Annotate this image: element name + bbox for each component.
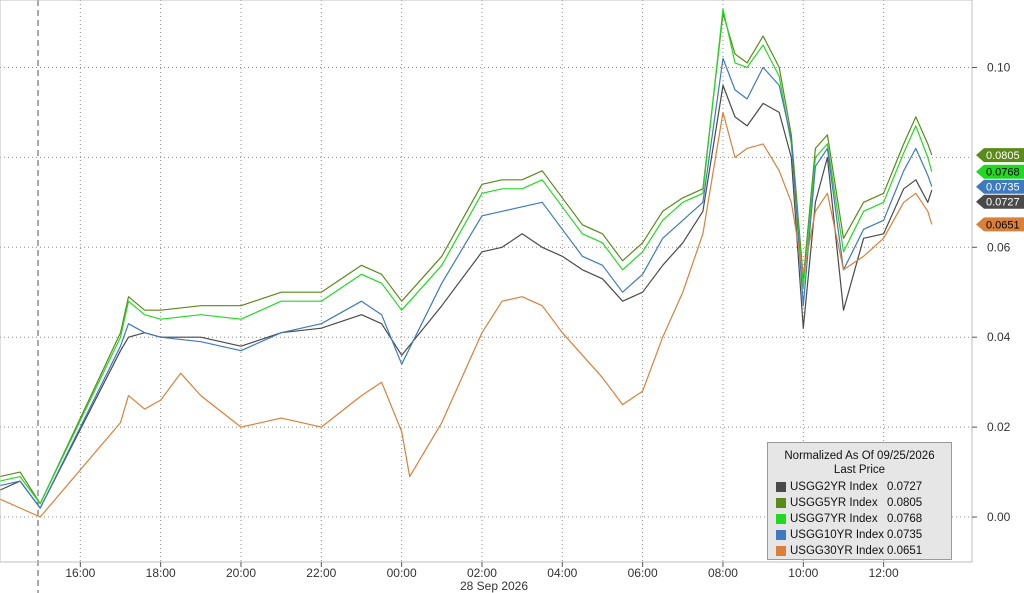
x-tick-label: 06:00 [628,566,658,580]
y-axis-panel-border [0,0,973,563]
x-axis: 16:00 18:00 20:00 22:00 00:00 02:00 04:00 06:00… [65,562,899,580]
last-price-tag-shape [976,217,1024,232]
legend-item: USGG10YR Index 0.0735 [776,527,943,543]
x-axis-date-label: 28 Sep 2026 [460,579,528,593]
legend-series-value: 0.0727 [887,481,923,493]
last-price-tag: 0.0727 [976,194,1024,209]
x-tick-label: 02:00 [467,566,497,580]
legend-series-name: USGG10YR Index [790,529,884,541]
last-price-tag: 0.0651 [976,217,1024,232]
x-tick-label: 16:00 [65,566,95,580]
legend-item: USGG2YR Index 0.0727 [776,479,943,495]
series-line [0,8,933,505]
legend-series-value: 0.0735 [887,529,923,541]
y-tick-label: 0.02 [987,420,1011,434]
series-line [0,111,933,518]
last-price-tag-shape [976,179,1024,194]
last-price-tag: 0.0735 [976,179,1024,194]
legend-series-name: USGG7YR Index [790,513,878,525]
last-price-tag-label: 0.0805 [986,150,1020,162]
x-tick-label: 18:00 [146,566,176,580]
legend-swatch [776,498,786,508]
legend-series-value: 0.0651 [887,545,923,557]
x-tick-label: 04:00 [547,566,577,580]
last-price-tag: 0.0768 [976,164,1024,179]
legend-rows: USGG2YR Index 0.0727 USGG5YR Index 0.0805 US… [776,479,943,559]
legend-series-name: USGG30YR Index [790,545,884,557]
last-price-tag-shape [976,164,1024,179]
legend-item: USGG5YR Index 0.0805 [776,495,943,511]
legend-item: USGG7YR Index 0.0768 [776,511,943,527]
last-price-tag-shape [976,194,1024,209]
legend-item: USGG30YR Index 0.0651 [776,543,943,559]
x-tick-label: 08:00 [708,566,738,580]
y-tick-label: 0.06 [987,240,1011,254]
last-price-tag-shape [976,148,1024,163]
last-price-tag: 0.0805 [976,148,1024,163]
legend-title: Normalized As Of 09/25/2026 [784,450,935,462]
y-tick-label: 0.04 [987,330,1011,344]
legend-series-name: USGG2YR Index [790,481,878,493]
legend-series-value: 0.0768 [887,513,923,525]
last-price-tag-label: 0.0651 [986,219,1020,231]
x-tick-label: 00:00 [387,566,417,580]
y-axis: 0.10 0.06 0.04 0.02 0.00 [972,60,1011,524]
legend-subtitle: Last Price [833,464,886,476]
last-price-tags: 0.0805 0.0768 0.0735 0.0727 0.0651 [976,148,1024,232]
x-tick-label: 20:00 [226,566,256,580]
series-line [0,84,933,509]
x-tick-label: 12:00 [869,566,899,580]
legend-swatch [776,482,786,492]
legend-series-value: 0.0805 [887,497,923,509]
legend: Normalized As Of 09/25/2026 Last Price U… [767,442,952,560]
last-price-tag-label: 0.0727 [986,197,1020,209]
series-layer [0,8,933,518]
y-tick-label: 0.00 [987,510,1011,524]
series-line [0,57,933,509]
y-tick-label: 0.10 [987,60,1011,74]
x-tick-label: 10:00 [788,566,818,580]
x-tick-label: 22:00 [306,566,336,580]
legend-swatch [776,546,786,556]
last-price-tag-label: 0.0768 [986,167,1020,179]
legend-swatch [776,514,786,524]
series-line [0,12,933,505]
legend-swatch [776,530,786,540]
last-price-tag-label: 0.0735 [986,182,1020,194]
legend-series-name: USGG5YR Index [790,497,878,509]
